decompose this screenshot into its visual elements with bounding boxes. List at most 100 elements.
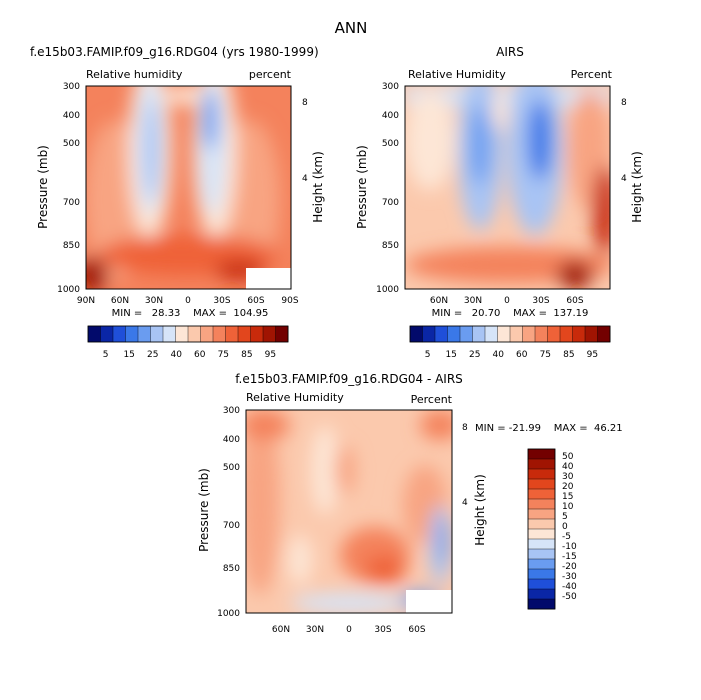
x-tick-label: 30N	[145, 296, 163, 306]
y-tick-label: 850	[223, 564, 240, 574]
colorbar-label: 95	[265, 350, 276, 360]
y-axis-ticks: 300 400 500 700 850 1000	[376, 82, 399, 295]
panel-model: f.e15b03.FAMIP.f09_g16.RDG04 (yrs 1980-1…	[30, 45, 325, 360]
colorbar-label: -40	[562, 582, 577, 592]
panel-airs: AIRS Relative Humidity Percent Pressure …	[355, 45, 644, 360]
colorbar-swatch	[547, 325, 561, 343]
colorbar-swatch	[447, 325, 461, 343]
colorbar-swatch	[527, 578, 556, 590]
y-tick-label: 500	[382, 139, 399, 149]
colorbar-label: -10	[562, 542, 577, 552]
colorbar-swatch	[162, 325, 177, 343]
colorbar-label: -20	[562, 562, 577, 572]
colorbar-label: -15	[562, 552, 577, 562]
colorbar-label: 85	[563, 350, 574, 360]
colorbar-swatch	[534, 325, 549, 343]
colorbar-swatch	[422, 325, 436, 343]
colorbar-swatch	[409, 325, 424, 343]
colorbar-swatch	[527, 458, 556, 470]
colorbar-swatch	[527, 478, 556, 490]
colorbar-label: 75	[218, 350, 229, 360]
colorbar-swatch	[434, 325, 449, 343]
colorbar-label: 5	[425, 350, 431, 360]
colorbar-swatch	[522, 325, 536, 343]
colorbar-swatch	[559, 325, 574, 343]
colorbar-swatch	[527, 548, 556, 560]
colorbar-swatch	[527, 558, 556, 570]
y-tick-label: 300	[382, 82, 399, 92]
colorbar-frame	[527, 448, 556, 610]
colorbar-swatch	[275, 325, 289, 343]
plot-frame	[85, 85, 292, 290]
y-tick-label: 700	[63, 198, 80, 208]
y2-axis-ticks: 8 4	[302, 98, 308, 184]
y2-axis-label: Height (km)	[473, 474, 487, 545]
x-tick-label: 60S	[566, 296, 583, 306]
colorbar-label: 50	[562, 452, 574, 462]
y-tick-label: 500	[63, 139, 80, 149]
x-tick-label: 30S	[532, 296, 549, 306]
units-label: Percent	[411, 393, 453, 406]
missing-data-region	[246, 268, 291, 289]
colorbar-label: 60	[516, 350, 528, 360]
x-tick-label: 60S	[247, 296, 264, 306]
colorbar-swatch	[527, 538, 556, 550]
colorbar-swatch	[137, 325, 152, 343]
min-max-stats: MIN = 28.33 MAX = 104.95	[112, 308, 269, 319]
page-title: ANN	[335, 19, 368, 37]
plot-frame	[245, 409, 453, 614]
colorbar-swatch	[112, 325, 127, 343]
x-tick-label: 60N	[111, 296, 129, 306]
y-axis-label: Pressure (mb)	[355, 145, 369, 229]
x-axis-ticks: 60N 30N 0 30S 60S	[272, 625, 426, 635]
y2-axis-label: Height (km)	[311, 151, 325, 222]
colorbar-swatch	[527, 518, 556, 530]
y-tick-label: 400	[63, 111, 80, 121]
y-axis-label: Pressure (mb)	[36, 145, 50, 229]
colorbar-swatch	[225, 325, 239, 343]
y-tick-label: 400	[223, 435, 240, 445]
colorbar-label: 10	[562, 502, 574, 512]
y-tick-label: 1000	[57, 285, 80, 295]
x-tick-label: 90S	[281, 296, 298, 306]
colorbar-swatch	[527, 588, 556, 600]
colorbar-swatch	[527, 508, 556, 520]
x-tick-label: 30S	[374, 625, 391, 635]
contour-field	[246, 410, 452, 613]
y-tick-label: 700	[223, 521, 240, 531]
colorbar-swatch	[484, 325, 499, 343]
y2-axis-ticks: 8 4	[462, 423, 468, 508]
panel-title: f.e15b03.FAMIP.f09_g16.RDG04 (yrs 1980-1…	[30, 45, 319, 59]
colorbar-swatch	[572, 325, 586, 343]
x-tick-label: 60N	[430, 296, 448, 306]
x-axis-ticks: 60N 30N 0 30S 60S	[430, 296, 584, 306]
colorbar-swatch	[187, 325, 202, 343]
y-tick-label: 300	[63, 82, 80, 92]
min-max-stats: MIN = -21.99 MAX = 46.21	[475, 423, 623, 434]
colorbar-label: 40	[562, 462, 574, 472]
colorbar: 5 15 25 40 60 75 85 95	[409, 325, 611, 360]
colorbar-label: -5	[562, 532, 571, 542]
colorbar-label: 25	[469, 350, 480, 360]
colorbar-swatch	[100, 325, 114, 343]
min-max-stats: MIN = 20.70 MAX = 137.19	[432, 308, 589, 319]
colorbar-swatch	[250, 325, 264, 343]
x-tick-label: 30N	[306, 625, 324, 635]
x-axis-ticks: 90N 60N 30N 0 30S 60S 90S	[77, 296, 299, 306]
y2-tick-label: 8	[462, 423, 468, 433]
variable-label: Relative Humidity	[246, 391, 344, 404]
y2-tick-label: 8	[621, 98, 627, 108]
missing-data-region	[406, 590, 452, 613]
colorbar-swatch	[597, 325, 611, 343]
y-tick-label: 1000	[217, 609, 240, 619]
y-tick-label: 500	[223, 463, 240, 473]
colorbar-frame	[87, 325, 289, 343]
colorbar-label: 15	[123, 350, 134, 360]
y2-axis-label: Height (km)	[630, 151, 644, 222]
y2-tick-label: 8	[302, 98, 308, 108]
x-tick-label: 0	[346, 625, 352, 635]
x-tick-label: 0	[185, 296, 191, 306]
colorbar-swatch	[527, 598, 556, 610]
colorbar-swatch	[262, 325, 277, 343]
